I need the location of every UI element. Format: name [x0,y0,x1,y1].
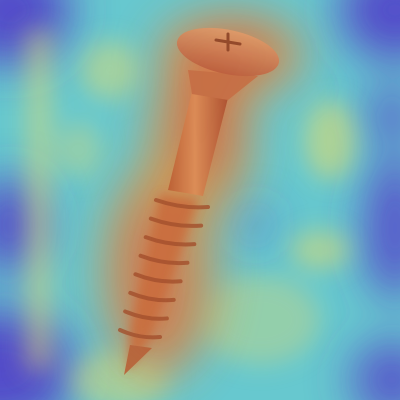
screw-neck [188,70,258,100]
cold-region-bottom-right [352,340,400,400]
mid-region-bottom [200,275,320,365]
screw-shank [168,92,228,196]
mid-region-upper [80,40,140,100]
cold-spot-center [239,209,271,241]
screw-head [176,27,280,77]
screw-thread-ridge [143,235,197,247]
cold-region-right-upper [366,85,400,145]
mid-band-left [25,30,53,370]
mid-region-left [58,122,102,178]
screw-thread-ridge [154,198,210,210]
screw-thread-ridge [138,253,190,266]
screw-thread-ridge [133,272,183,284]
cold-region-top-right [340,0,400,60]
mid-region-right-low [290,230,350,270]
screw-thread-ridge [128,290,176,303]
screw-object [118,27,280,375]
screw-threads [118,198,210,340]
heatmap-mid-regions [25,30,356,400]
screw-tip [124,345,152,375]
screw-thread-ridge [118,328,162,340]
mid-region-right [304,100,356,180]
screw-threaded-shaft [128,195,198,372]
cold-region-right-small [377,153,400,197]
screw-thread-ridge [123,309,169,321]
screw-head-recess-icon [214,32,242,52]
screw-thread-ridge [148,216,204,228]
